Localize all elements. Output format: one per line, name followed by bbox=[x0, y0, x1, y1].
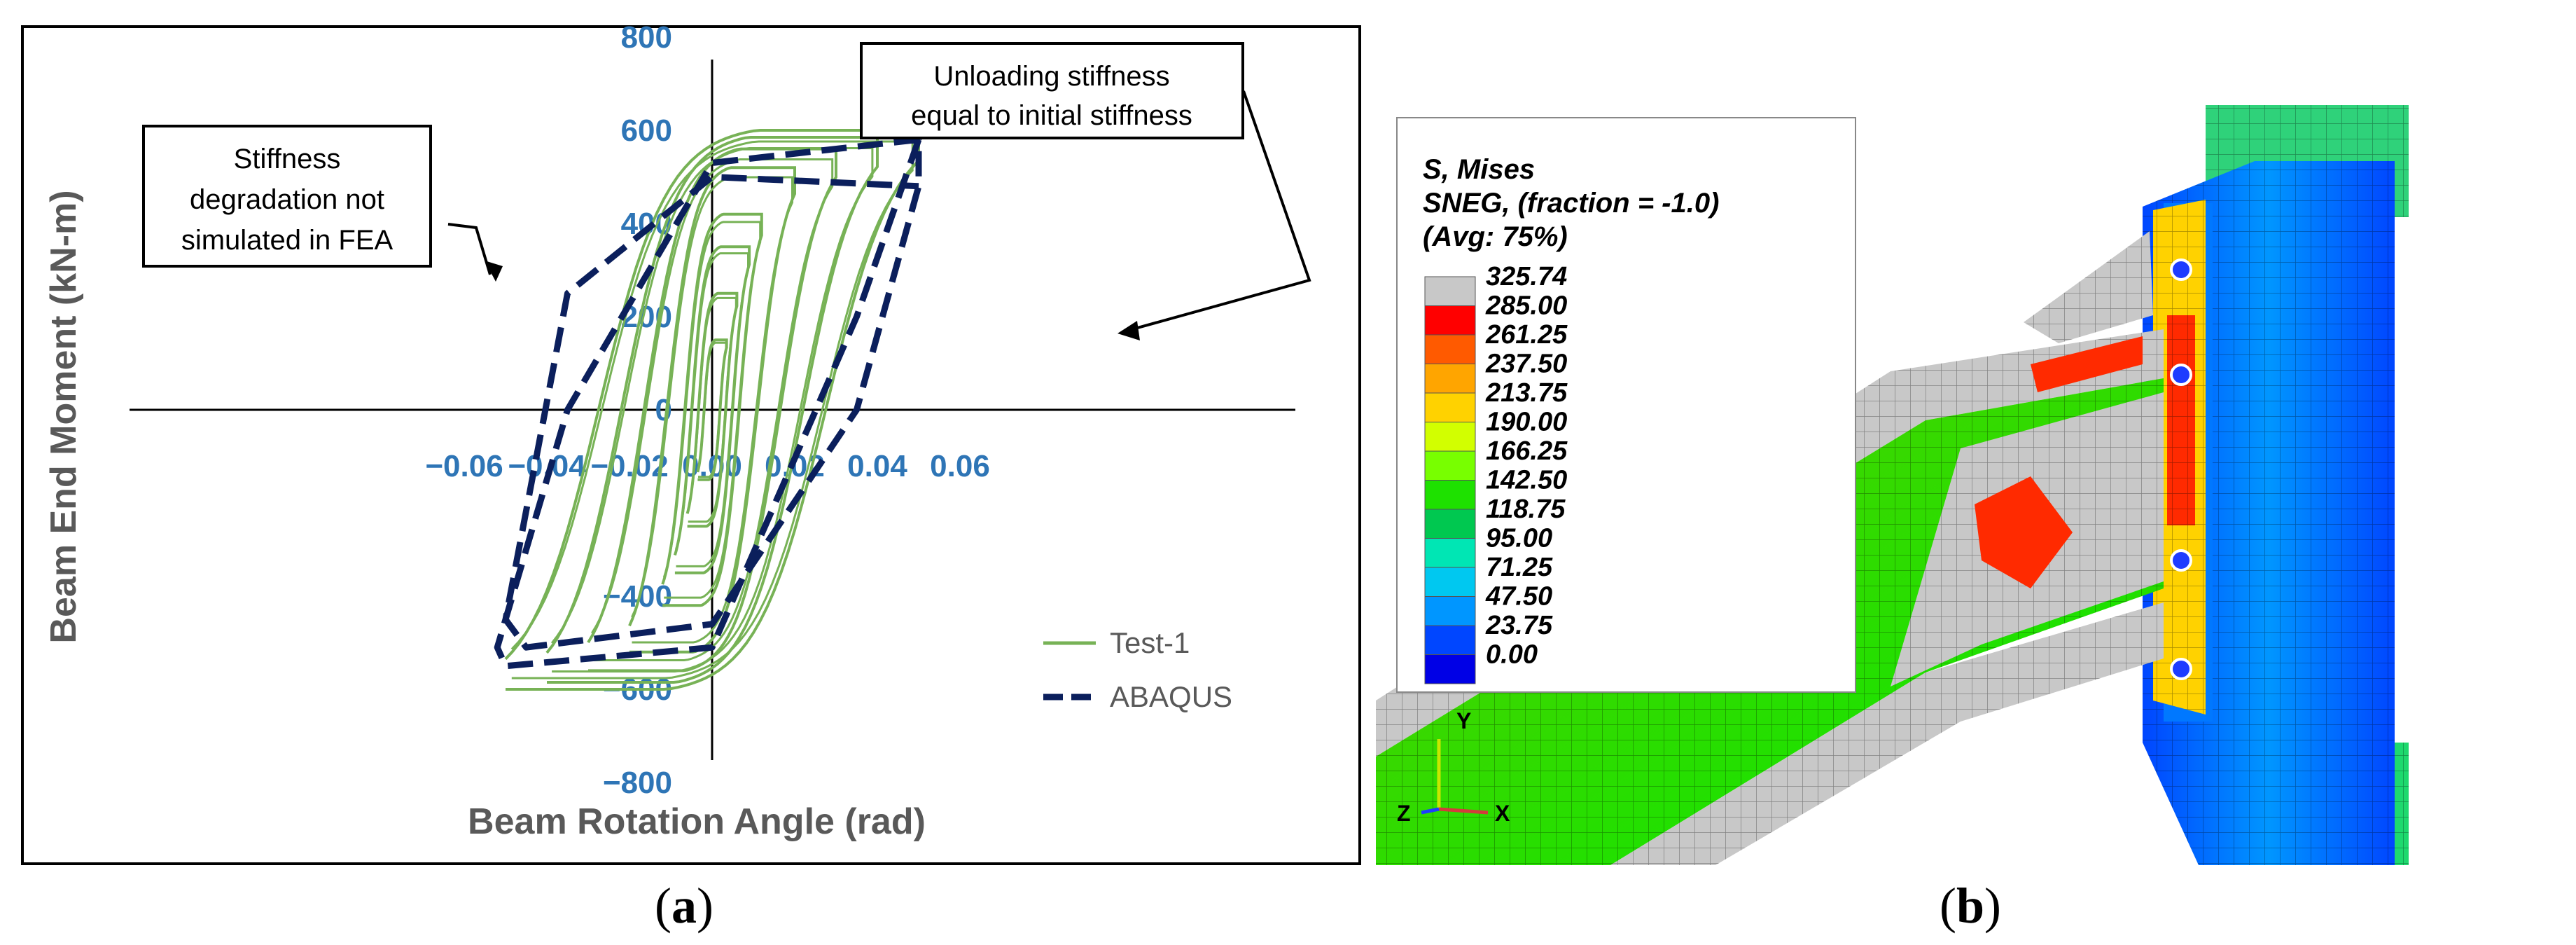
triad-z-label: Z bbox=[1397, 801, 1411, 826]
fea-legend-swatch bbox=[1424, 364, 1476, 394]
fea-legend-value: 0.00 bbox=[1486, 640, 1538, 670]
test-1-loop bbox=[631, 176, 793, 644]
triad-z-arrow bbox=[1421, 807, 1440, 815]
test-1-loop bbox=[697, 341, 727, 478]
annotation-left-arrow-line bbox=[447, 223, 492, 275]
fea-legend-swatch bbox=[1424, 596, 1476, 626]
fea-legend-swatch bbox=[1424, 538, 1476, 568]
annotation-box-right bbox=[860, 42, 1244, 139]
triad-y-label: Y bbox=[1456, 708, 1471, 733]
fea-legend-scale: 325.74285.00261.25237.50213.75190.00166.… bbox=[1424, 262, 1568, 684]
chart-legend: Test-1 ABAQUS bbox=[1043, 626, 1232, 713]
x-axis-title: Beam Rotation Angle (rad) bbox=[468, 801, 926, 842]
fea-legend-value: 71.25 bbox=[1486, 553, 1553, 582]
y-tick-label: −800 bbox=[603, 766, 672, 800]
fea-legend-value: 95.00 bbox=[1486, 524, 1552, 553]
legend-label-test-1: Test-1 bbox=[1110, 626, 1190, 659]
bolt-hole-3 bbox=[2170, 549, 2192, 572]
fea-legend-swatch bbox=[1424, 625, 1476, 655]
fea-legend-value: 190.00 bbox=[1486, 408, 1567, 437]
annotation-left-line-3: simulated in FEA bbox=[181, 225, 394, 256]
fea-legend-value: 213.75 bbox=[1485, 378, 1568, 408]
fea-legend-title-2: SNEG, (fraction = -1.0) bbox=[1423, 188, 1719, 219]
fea-legend-swatch bbox=[1424, 480, 1476, 510]
fea-legend-title-1: S, Mises bbox=[1423, 154, 1535, 185]
fea-legend-value: 47.50 bbox=[1485, 582, 1552, 612]
y-axis-title: Beam End Moment (kN-m) bbox=[43, 190, 84, 643]
fea-legend: S, Mises SNEG, (fraction = -1.0) (Avg: 7… bbox=[1396, 117, 1856, 693]
annotation-stiffness-degradation: Stiffness degradation not simulated in F… bbox=[142, 125, 503, 282]
caption-a: (a) bbox=[655, 878, 713, 934]
annotation-right-arrow-line bbox=[1127, 90, 1311, 332]
fea-legend-swatch bbox=[1424, 305, 1476, 336]
axis-triad: Y Z X bbox=[1397, 708, 1510, 826]
fea-legend-swatch bbox=[1424, 392, 1476, 422]
caption-a-letter: a bbox=[671, 878, 697, 934]
annotation-right-line-2: equal to initial stiffness bbox=[911, 100, 1192, 131]
fea-legend-value: 261.25 bbox=[1485, 320, 1568, 350]
annotation-unloading-stiffness: Unloading stiffness equal to initial sti… bbox=[860, 42, 1311, 340]
legend-label-abaqus: ABAQUS bbox=[1110, 680, 1232, 713]
annotation-right-line-1: Unloading stiffness bbox=[933, 61, 1169, 92]
abaqus-line bbox=[494, 136, 922, 670]
fea-legend-swatch bbox=[1424, 654, 1476, 684]
triad-x-arrow bbox=[1438, 807, 1489, 815]
bolt-hole-1 bbox=[2170, 258, 2192, 281]
caption-b-letter: b bbox=[1956, 878, 1985, 934]
fea-legend-title-3: (Avg: 75%) bbox=[1423, 221, 1568, 252]
test-1-loop bbox=[545, 136, 879, 684]
x-tick-label: 0.06 bbox=[930, 449, 990, 483]
x-tick-label: −0.06 bbox=[425, 449, 503, 483]
fea-legend-value: 325.74 bbox=[1486, 262, 1567, 291]
y-tick-label: 800 bbox=[621, 20, 672, 55]
annotation-box-left bbox=[142, 125, 432, 268]
fea-legend-swatch bbox=[1424, 422, 1476, 452]
fea-legend-swatch bbox=[1424, 450, 1476, 481]
fea-legend-swatch bbox=[1424, 567, 1476, 597]
test-1-loop bbox=[661, 212, 763, 607]
fea-legend-value: 237.50 bbox=[1485, 350, 1567, 379]
test-1-loop bbox=[662, 221, 762, 599]
caption-b: (b) bbox=[1940, 878, 2002, 934]
annotation-left-line-1: Stiffness bbox=[234, 144, 341, 174]
fea-legend-value: 23.75 bbox=[1485, 611, 1553, 640]
fea-legend-value: 142.50 bbox=[1486, 466, 1567, 495]
x-tick-label: −0.02 bbox=[590, 449, 668, 483]
annotation-left-arrowhead bbox=[485, 261, 503, 282]
fea-legend-value: 166.25 bbox=[1486, 436, 1568, 466]
annotation-left-line-2: degradation not bbox=[190, 184, 384, 215]
triad-x-label: X bbox=[1495, 801, 1510, 826]
annotation-right-arrowhead bbox=[1118, 321, 1140, 340]
test-1-loop bbox=[687, 296, 737, 523]
fea-legend-value: 118.75 bbox=[1486, 495, 1566, 524]
bolt-hole-2 bbox=[2170, 364, 2192, 386]
panel-a-chart: −0.06 −0.04 −0.02 0.00 0.02 0.04 0.06800600400… bbox=[21, 20, 1361, 865]
x-tick-label: 0.04 bbox=[847, 449, 907, 483]
fea-legend-value: 285.00 bbox=[1485, 291, 1567, 321]
y-tick-label: 600 bbox=[621, 113, 672, 148]
bolt-hole-4 bbox=[2170, 658, 2192, 680]
abaqus-series bbox=[494, 136, 922, 670]
fea-legend-swatch bbox=[1424, 334, 1476, 364]
fea-legend-swatch bbox=[1424, 509, 1476, 539]
test-1-loop bbox=[591, 158, 834, 661]
test-1-loop bbox=[675, 252, 749, 567]
fea-legend-swatch bbox=[1424, 276, 1476, 306]
